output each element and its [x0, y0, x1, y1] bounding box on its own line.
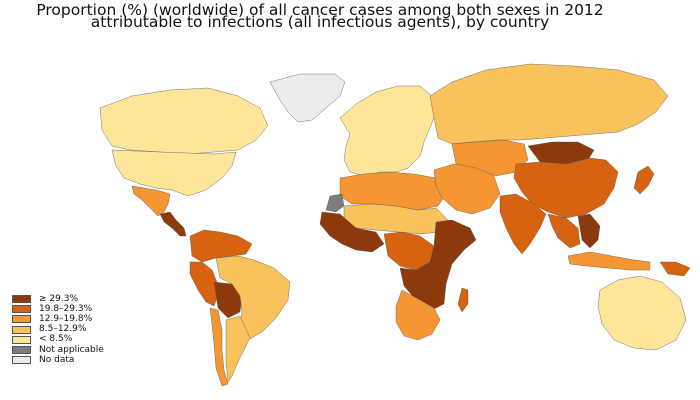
region-australia	[597, 275, 687, 351]
legend-swatch	[12, 325, 31, 334]
legend-item: No data	[12, 355, 104, 365]
legend-item: 8.5–12.9%	[12, 325, 104, 335]
region-canada	[99, 87, 269, 155]
legend-swatch	[12, 356, 31, 365]
region-indonesia	[567, 251, 651, 271]
legend-item: 19.8–29.3%	[12, 304, 104, 314]
region-greenland	[269, 73, 346, 123]
region-madagascar	[457, 287, 469, 313]
legend-swatch	[12, 335, 31, 344]
region-mexico	[131, 185, 171, 217]
region-central-america	[159, 211, 187, 237]
region-indochina	[577, 213, 601, 249]
legend-swatch	[12, 315, 31, 324]
legend: ≥ 29.3% 19.8–29.3% 12.9–19.8% 8.5–12.9% …	[12, 294, 104, 365]
map-title-line-2: attributable to infections (all infectio…	[90, 13, 550, 31]
legend-item: < 8.5%	[12, 335, 104, 345]
legend-label: 8.5–12.9%	[39, 324, 87, 335]
region-india	[499, 193, 547, 255]
legend-item: ≥ 29.3%	[12, 294, 104, 304]
region-russia	[429, 63, 669, 145]
region-brazil	[215, 255, 291, 341]
region-east-africa	[399, 219, 477, 311]
region-southern-africa	[395, 289, 441, 341]
legend-label: Not applicable	[39, 344, 104, 355]
legend-item: 12.9–19.8%	[12, 314, 104, 324]
region-europe	[339, 85, 437, 177]
legend-label: 19.8–29.3%	[39, 303, 93, 314]
region-china	[513, 157, 619, 219]
region-japan	[633, 165, 655, 195]
legend-label: 12.9–19.8%	[39, 313, 93, 324]
region-peru	[189, 261, 221, 307]
legend-swatch	[12, 295, 31, 304]
legend-label: No data	[39, 354, 75, 365]
region-western-sahara	[325, 193, 345, 213]
region-chile	[209, 307, 229, 387]
region-north-africa	[339, 171, 447, 211]
legend-label: < 8.5%	[39, 334, 73, 345]
region-papua-new-guinea	[659, 261, 691, 277]
legend-item: Not applicable	[12, 345, 104, 355]
map-title-line-1: Proportion (%) (worldwide) of all cancer…	[36, 1, 604, 19]
region-southeast-asia	[547, 213, 581, 249]
legend-swatch	[12, 346, 31, 355]
legend-swatch	[12, 305, 31, 314]
region-united-states	[111, 149, 237, 197]
legend-label: ≥ 29.3%	[39, 293, 78, 304]
region-west-africa	[319, 211, 385, 253]
region-colombia-venezuela	[189, 229, 253, 263]
region-argentina	[225, 315, 251, 383]
